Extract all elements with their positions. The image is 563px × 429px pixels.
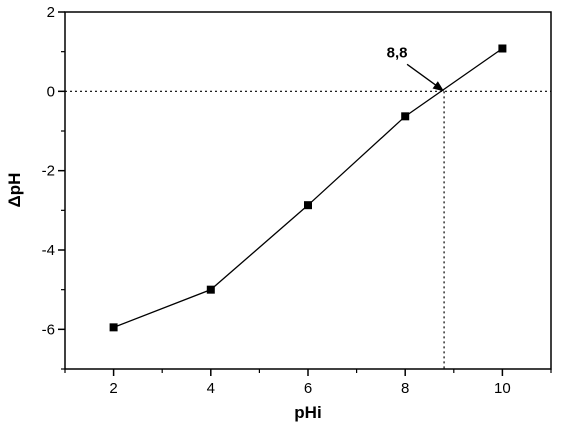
y-axis-title: ΔpH [5, 173, 24, 208]
x-tick-label: 10 [494, 380, 511, 397]
data-point [304, 201, 312, 210]
y-tick-label: -6 [42, 321, 55, 338]
annotation-arrow-head [432, 81, 445, 92]
y-tick-label: 2 [47, 4, 55, 21]
y-tick-label: -2 [42, 163, 55, 180]
x-tick-label: 6 [304, 380, 312, 397]
annotation-arrow-shaft [406, 63, 439, 88]
y-tick-label: 0 [47, 83, 55, 100]
x-axis-title: pHi [294, 403, 321, 422]
y-tick-label: -4 [42, 242, 55, 259]
x-tick-label: 4 [207, 380, 215, 397]
x-tick-label: 8 [401, 380, 409, 397]
annotation-label: 8,8 [387, 44, 408, 61]
data-point [401, 112, 410, 121]
x-tick-label: 2 [109, 380, 117, 397]
data-point [498, 44, 507, 53]
plot-frame [64, 11, 552, 370]
data-point [109, 323, 118, 332]
data-point [206, 285, 215, 294]
